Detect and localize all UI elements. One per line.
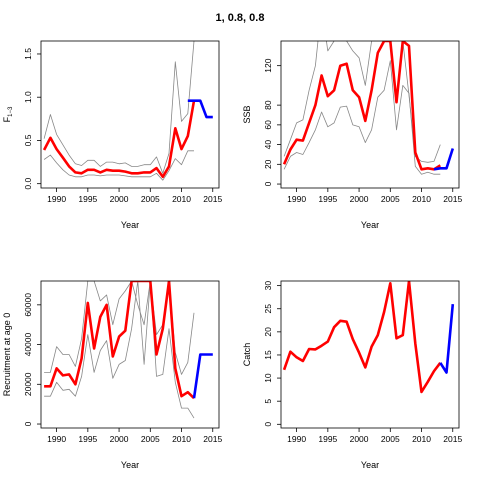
x-tick-label: 1995 [318, 434, 337, 444]
upper-bound-line [43, 41, 195, 174]
chart-panel-3: 1990 1995 2000 2005 2010 2015 0 20000 40000 60000… [2, 280, 222, 470]
median-line [44, 281, 195, 400]
x-tick-label: 2010 [172, 194, 191, 204]
y-tick-label: 10 [263, 373, 273, 383]
x-tick-label: 2015 [443, 194, 462, 204]
x-tick-label: 1990 [287, 194, 306, 204]
y-tick-label: 1.0 [23, 91, 33, 103]
x-tick-label: 2000 [110, 194, 129, 204]
projection-line [433, 148, 455, 171]
plot-area [44, 281, 213, 419]
y-tick-label: 40 [263, 140, 273, 150]
x-tick-label: 2000 [110, 434, 129, 444]
projection-line [187, 99, 213, 119]
plot-frame [40, 40, 220, 189]
y-tick-label: 15 [263, 350, 273, 360]
x-axis-label: Year [121, 460, 139, 470]
plot-frame [40, 280, 220, 429]
x-tick-label: 1995 [78, 194, 97, 204]
x-axis-label: Year [121, 220, 139, 230]
y-tick-label: 120 [263, 58, 273, 72]
median-line [42, 100, 196, 179]
upper-bound-line [44, 281, 195, 375]
y-tick-label: 20 [263, 327, 273, 337]
y-tick-label: 80 [263, 100, 273, 110]
x-tick-label: 2005 [381, 194, 400, 204]
plot-frame [280, 280, 460, 429]
x-tick-label: 1990 [287, 434, 306, 444]
y-tick-label: 25 [263, 304, 273, 314]
chart-panel-2: 1990 1995 2000 2005 2010 2015 0 20 40 60 80 120 Year… [242, 40, 462, 230]
y-tick-label: 0.5 [23, 134, 33, 146]
y-tick-label: 0.0 [23, 178, 33, 190]
y-tick-label: 30 [263, 281, 273, 291]
y-tick-label: 5 [263, 399, 273, 404]
x-tick-label: 1990 [47, 434, 66, 444]
y-tick-label: 60 [263, 120, 273, 130]
x-axis-label: Year [361, 220, 379, 230]
y-tick-label: 0 [263, 181, 273, 186]
chart-panel-1: 1990 1995 2000 2005 2010 2015 0.0 0.5 1.0 1.5 Year… [2, 40, 222, 230]
x-tick-label: 1990 [47, 194, 66, 204]
y-axis-label: SSB [242, 105, 252, 123]
x-tick-label: 2015 [443, 434, 462, 444]
y-tick-label: 0 [23, 421, 33, 426]
plot-area [282, 281, 455, 394]
y-axis-label: Recruitment at age 0 [2, 313, 12, 397]
x-tick-label: 2000 [350, 434, 369, 444]
x-tick-label: 2010 [412, 194, 431, 204]
plot-area [282, 41, 455, 175]
y-tick-label: 20000 [23, 372, 33, 396]
x-tick-label: 2015 [203, 434, 222, 444]
projection-line [192, 353, 213, 399]
x-tick-label: 2000 [350, 194, 369, 204]
lower-bound-line [283, 60, 441, 175]
x-tick-label: 2015 [203, 194, 222, 204]
y-tick-label: 20 [263, 159, 273, 169]
y-tick-label: 0 [263, 422, 273, 427]
x-tick-label: 2005 [381, 434, 400, 444]
x-axis-label: Year [361, 460, 379, 470]
figure-title: 1, 0.8, 0.8 [216, 12, 265, 24]
y-tick-label: 40000 [23, 332, 33, 356]
x-tick-label: 1995 [78, 434, 97, 444]
x-tick-label: 2005 [141, 434, 160, 444]
plot-area [42, 41, 213, 181]
y-tick-label: 60000 [23, 293, 33, 317]
y-tick-label: 1.5 [23, 48, 33, 60]
lower-bound-line [43, 150, 194, 181]
upper-bound-line [283, 41, 441, 163]
chart-panel-4: 1990 1995 2000 2005 2010 2015 0 5 10 15 20 25 30 Year… [242, 280, 462, 470]
lower-bound-line [44, 281, 195, 419]
x-tick-label: 2010 [172, 434, 191, 444]
median-line [282, 41, 441, 171]
projection-line [439, 303, 455, 374]
median-line [282, 281, 442, 394]
x-tick-label: 1995 [318, 194, 337, 204]
plot-frame [280, 40, 460, 189]
y-axis-label: Catch [242, 343, 252, 367]
x-tick-label: 2010 [412, 434, 431, 444]
y-axis-label: F1−3 [2, 106, 14, 122]
x-tick-label: 2005 [141, 194, 160, 204]
